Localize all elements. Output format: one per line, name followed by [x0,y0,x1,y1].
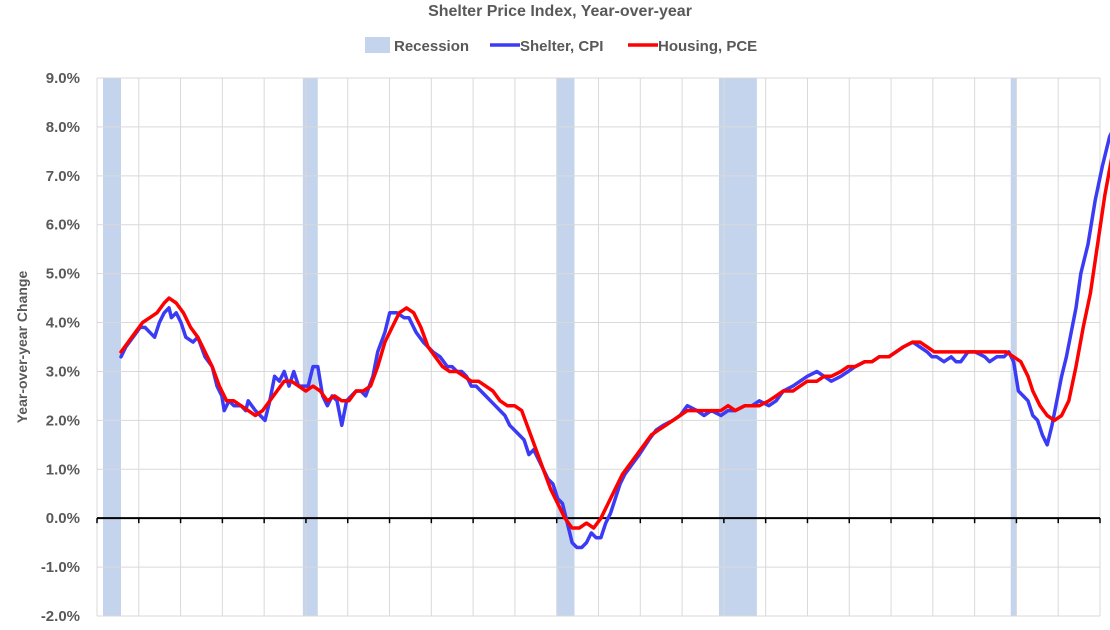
y-axis-title: Year-over-year Change [14,271,30,424]
recession-band [1010,78,1017,616]
series-lines [119,131,1110,550]
legend-housing-pce-label: Housing, PCE [658,38,757,55]
series-line-housing-pce [119,157,1110,530]
y-tick-label: 9.0% [46,70,80,87]
x-axis [96,517,1101,524]
y-tick-label: 6.0% [46,217,80,234]
y-tick-label: 5.0% [46,266,80,283]
legend-shelter-cpi-label: Shelter, CPI [520,38,603,55]
y-tick-label: -2.0% [41,608,80,625]
legend: Recession Shelter, CPI Housing, PCE [365,37,757,55]
y-tick-label: 1.0% [46,461,80,478]
y-axis-ticks: 9.0% 8.0% 7.0% 6.0% 5.0% 4.0% 3.0% 2.0% 1.0% 0.0%… [41,70,80,625]
series-line-shelter-cpi [119,131,1110,550]
chart-title: Shelter Price Index, Year-over-year [428,3,692,20]
y-tick-label: 7.0% [46,168,80,185]
recession-band [556,78,575,616]
y-tick-label: 0.0% [46,510,80,527]
y-tick-label: -1.0% [41,559,80,576]
recession-band [102,78,121,616]
y-tick-label: 4.0% [46,315,80,332]
legend-recession-swatch [365,37,390,53]
y-tick-label: 3.0% [46,363,80,380]
y-tick-label: 2.0% [46,412,80,429]
legend-recession-label: Recession [394,38,469,55]
y-tick-label: 8.0% [46,119,80,136]
recession-band [302,78,318,616]
recession-band [718,78,757,616]
recession-bands [102,78,1017,616]
